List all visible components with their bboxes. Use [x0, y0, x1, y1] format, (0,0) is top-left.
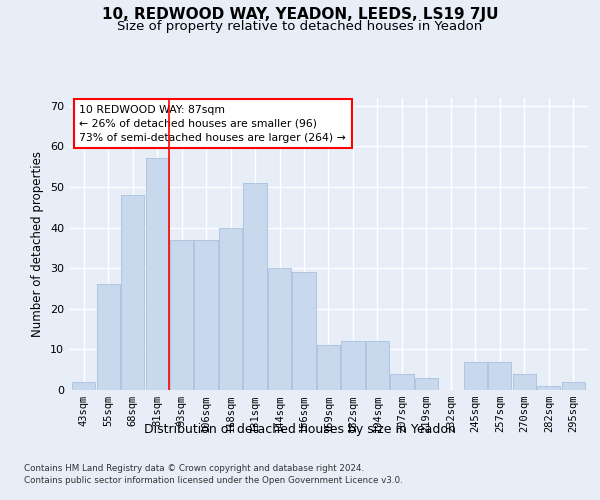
Bar — [415, 378, 438, 390]
Bar — [194, 240, 218, 390]
Bar — [170, 240, 193, 390]
Text: Size of property relative to detached houses in Yeadon: Size of property relative to detached ho… — [118, 20, 482, 33]
Bar — [562, 382, 585, 390]
Bar — [292, 272, 316, 390]
Bar — [537, 386, 560, 390]
Bar — [268, 268, 291, 390]
Bar — [219, 228, 242, 390]
Bar — [366, 341, 389, 390]
Bar — [341, 341, 365, 390]
Bar — [244, 183, 266, 390]
Text: 10, REDWOOD WAY, YEADON, LEEDS, LS19 7JU: 10, REDWOOD WAY, YEADON, LEEDS, LS19 7JU — [102, 8, 498, 22]
Text: Distribution of detached houses by size in Yeadon: Distribution of detached houses by size … — [144, 422, 456, 436]
Bar — [121, 195, 144, 390]
Bar — [97, 284, 120, 390]
Text: Contains public sector information licensed under the Open Government Licence v3: Contains public sector information licen… — [24, 476, 403, 485]
Text: Contains HM Land Registry data © Crown copyright and database right 2024.: Contains HM Land Registry data © Crown c… — [24, 464, 364, 473]
Bar — [488, 362, 511, 390]
Y-axis label: Number of detached properties: Number of detached properties — [31, 151, 44, 337]
Text: 10 REDWOOD WAY: 87sqm
← 26% of detached houses are smaller (96)
73% of semi-deta: 10 REDWOOD WAY: 87sqm ← 26% of detached … — [79, 105, 346, 143]
Bar — [146, 158, 169, 390]
Bar — [317, 346, 340, 390]
Bar — [464, 362, 487, 390]
Bar — [391, 374, 413, 390]
Bar — [513, 374, 536, 390]
Bar — [72, 382, 95, 390]
